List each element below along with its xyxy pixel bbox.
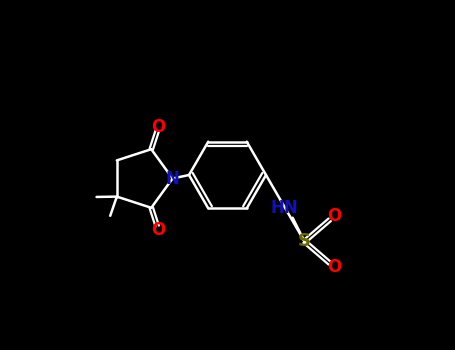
Text: N: N	[166, 169, 179, 188]
Text: O: O	[152, 221, 166, 239]
Text: O: O	[327, 207, 341, 225]
Text: HN: HN	[271, 199, 298, 217]
Text: O: O	[152, 118, 166, 136]
Text: S: S	[298, 232, 311, 251]
Text: O: O	[327, 258, 341, 276]
